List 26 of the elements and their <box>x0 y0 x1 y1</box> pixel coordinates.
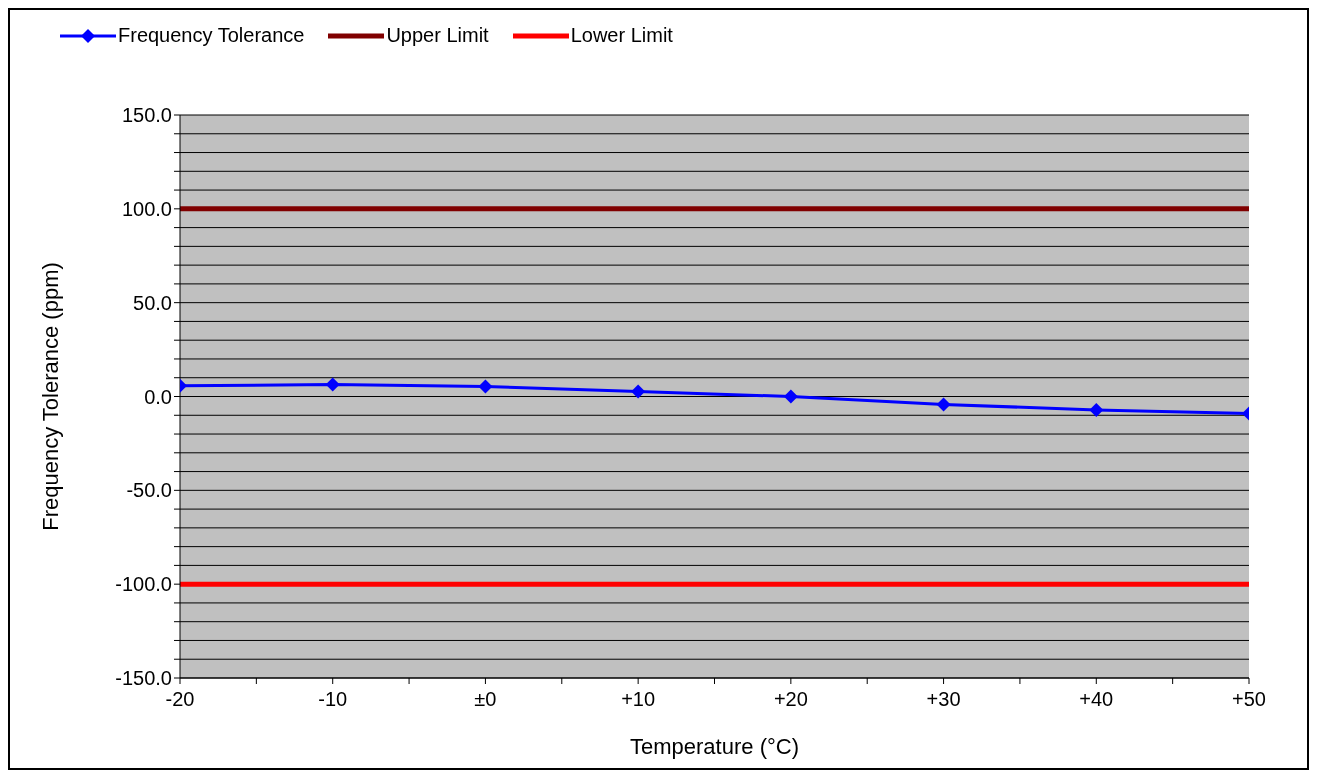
y-tick-label: 100.0 <box>121 197 172 220</box>
x-tick-label: +50 <box>1232 688 1266 711</box>
point <box>631 384 646 399</box>
point <box>478 379 493 394</box>
point <box>936 397 951 412</box>
point <box>325 377 340 392</box>
y-axis-title: Frequency Tolerance (ppm) <box>37 262 63 531</box>
legend-label: Lower Limit <box>570 24 673 47</box>
point <box>783 389 798 404</box>
y-tick-label: 50.0 <box>133 291 172 314</box>
x-tick-label: +10 <box>621 688 656 711</box>
y-tick-label: -50.0 <box>126 479 172 502</box>
legend-label: Frequency Tolerance <box>118 24 305 47</box>
y-tick-label: -150.0 <box>115 667 172 690</box>
x-tick-label: -20 <box>165 688 195 711</box>
y-tick-label: 0.0 <box>144 385 172 408</box>
point <box>1089 403 1104 418</box>
x-tick-label: -10 <box>318 688 348 711</box>
x-tick-label: ±0 <box>474 688 497 711</box>
x-tick-label: +40 <box>1079 688 1114 711</box>
x-tick-label: +20 <box>773 688 808 711</box>
legend-label: Upper Limit <box>386 24 489 47</box>
y-tick-label: 150.0 <box>121 104 172 127</box>
x-tick-label: +30 <box>926 688 961 711</box>
y-tick-label: -100.0 <box>115 573 172 596</box>
x-axis-title: Temperature (°C) <box>630 734 799 759</box>
